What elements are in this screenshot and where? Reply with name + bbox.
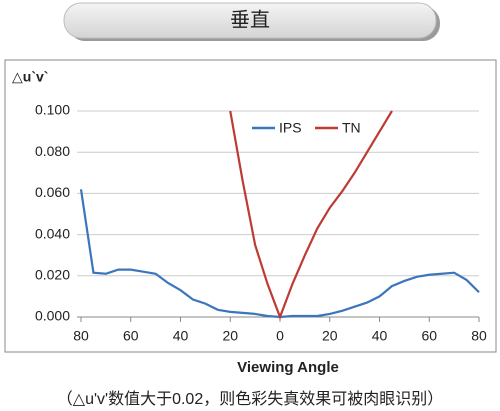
x-tick-label: 40 — [173, 328, 189, 344]
y-tick-label: 0.040 — [35, 225, 70, 241]
caption: （△u'v'数值大于0.02，则色彩失真效果可被肉眼识别） — [57, 390, 443, 406]
x-tick-label: 40 — [372, 328, 388, 344]
y-tick-label: 0.060 — [35, 184, 70, 200]
legend-label: TN — [342, 120, 361, 136]
x-tick-label: 60 — [123, 328, 139, 344]
y-tick-label: 0.100 — [35, 102, 70, 118]
legend-label: IPS — [279, 120, 302, 136]
series-line — [229, 110, 393, 321]
y-tick-label: 0.000 — [35, 308, 70, 324]
chart-frame — [4, 59, 497, 353]
y-tick-label: 0.080 — [35, 143, 70, 159]
x-tick-label: 80 — [73, 328, 89, 344]
page-title: 垂直 — [230, 8, 270, 31]
y-axis-label: △u`v` — [12, 69, 48, 85]
x-axis-label: Viewing Angle — [237, 359, 339, 376]
x-tick-label: 20 — [222, 328, 238, 344]
x-tick-label: 80 — [471, 328, 487, 344]
title-pill — [63, 2, 437, 39]
y-tick-label: 0.020 — [35, 267, 70, 283]
x-tick-label: 20 — [322, 328, 338, 344]
x-tick-label: 60 — [421, 328, 437, 344]
x-tick-label: 0 — [276, 328, 284, 344]
